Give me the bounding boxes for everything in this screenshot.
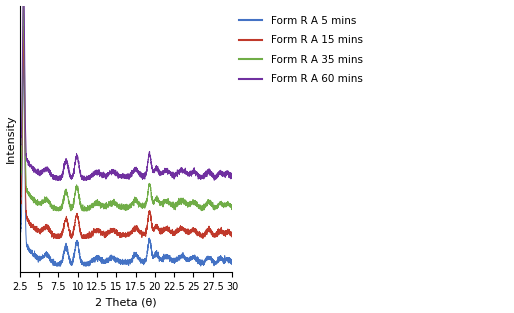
Legend: Form R A 5 mins, Form R A 15 mins, Form R A 35 mins, Form R A 60 mins: Form R A 5 mins, Form R A 15 mins, Form … xyxy=(240,16,363,84)
X-axis label: 2 Theta (θ): 2 Theta (θ) xyxy=(95,297,157,307)
Y-axis label: Intensity: Intensity xyxy=(6,115,15,163)
